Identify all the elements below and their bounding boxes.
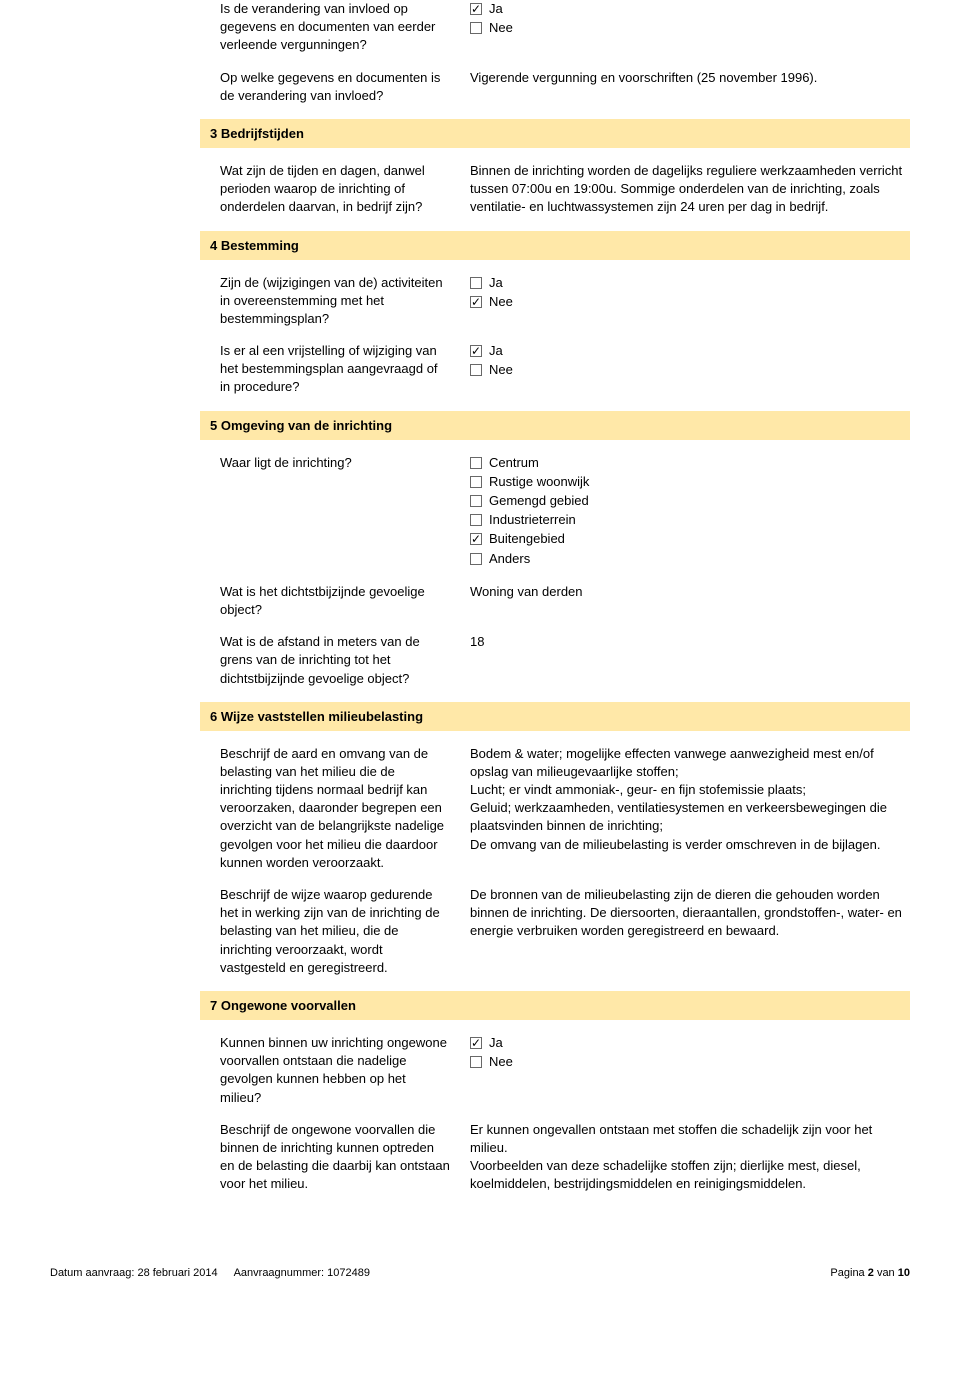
page-current: 2: [868, 1267, 874, 1279]
option-label: Rustige woonwijk: [489, 473, 589, 491]
q-invloed-vergunningen: Is de verandering van invloed op gegeven…: [220, 0, 910, 55]
checkbox-icon: [470, 345, 482, 357]
option-buitengebied: Buitengebied: [470, 530, 910, 548]
option-label: Gemengd gebied: [489, 492, 589, 510]
option-label: Anders: [489, 550, 530, 568]
checkbox-icon: [470, 1037, 482, 1049]
question-text: Zijn de (wijzigingen van de) activiteite…: [220, 274, 470, 329]
option-ja: Ja: [470, 0, 910, 18]
option-centrum: Centrum: [470, 454, 910, 472]
option-label: Nee: [489, 1053, 513, 1071]
question-text: Wat is de afstand in meters van de grens…: [220, 633, 470, 688]
option-ja: Ja: [470, 1034, 910, 1052]
question-text: Waar ligt de inrichting?: [220, 454, 470, 472]
option-nee: Nee: [470, 293, 910, 311]
option-nee: Nee: [470, 19, 910, 37]
q-dichtstbijzijnde-object: Wat is het dichtstbijzijnde gevoelige ob…: [220, 583, 910, 619]
question-text: Beschrijf de wijze waarop gedurende het …: [220, 886, 470, 977]
section-3-header: 3 Bedrijfstijden: [200, 119, 910, 148]
checkbox-icon: [470, 277, 482, 289]
option-rustige-woonwijk: Rustige woonwijk: [470, 473, 910, 491]
section-6-header: 6 Wijze vaststellen milieubelasting: [200, 702, 910, 731]
option-ja: Ja: [470, 342, 910, 360]
footer-num-label: Aanvraagnummer:: [234, 1267, 325, 1279]
q-vrijstelling-procedure: Is er al een vrijstelling of wijziging v…: [220, 342, 910, 397]
footer-num-value: 1072489: [327, 1267, 370, 1279]
question-text: Kunnen binnen uw inrichting ongewone voo…: [220, 1034, 470, 1107]
answer-text: Bodem & water; mogelijke effecten vanweg…: [470, 745, 910, 854]
footer-date-label: Datum aanvraag:: [50, 1267, 134, 1279]
option-nee: Nee: [470, 361, 910, 379]
checkbox-icon: [470, 296, 482, 308]
q-wijze-vaststellen: Beschrijf de wijze waarop gedurende het …: [220, 886, 910, 977]
section-5-header: 5 Omgeving van de inrichting: [200, 411, 910, 440]
question-text: Op welke gegevens en documenten is de ve…: [220, 69, 470, 105]
footer-date: Datum aanvraag: 28 februari 2014: [50, 1267, 218, 1279]
option-gemengd-gebied: Gemengd gebied: [470, 492, 910, 510]
page-total: 10: [898, 1267, 910, 1279]
question-text: Is de verandering van invloed op gegeven…: [220, 0, 470, 55]
checkbox-icon: [470, 22, 482, 34]
option-label: Buitengebied: [489, 530, 565, 548]
checkbox-icon: [470, 553, 482, 565]
option-label: Nee: [489, 293, 513, 311]
answer-text: Binnen de inrichting worden de dagelijks…: [470, 162, 910, 217]
q-aard-omvang-belasting: Beschrijf de aard en omvang van de belas…: [220, 745, 910, 872]
answer-options: Ja Nee: [470, 274, 910, 312]
footer-date-value: 28 februari 2014: [137, 1267, 217, 1279]
option-anders: Anders: [470, 550, 910, 568]
question-text: Wat is het dichtstbijzijnde gevoelige ob…: [220, 583, 470, 619]
option-nee: Nee: [470, 1053, 910, 1071]
question-text: Beschrijf de aard en omvang van de belas…: [220, 745, 470, 872]
answer-options: Ja Nee: [470, 342, 910, 380]
q-beschrijf-ongewone-voorvallen: Beschrijf de ongewone voorvallen die bin…: [220, 1121, 910, 1194]
checkbox-icon: [470, 533, 482, 545]
option-ja: Ja: [470, 274, 910, 292]
checkbox-icon: [470, 364, 482, 376]
answer-text: Er kunnen ongevallen ontstaan met stoffe…: [470, 1121, 910, 1194]
q-afstand-meters: Wat is de afstand in meters van de grens…: [220, 633, 910, 688]
footer-pagination: Pagina 2 van 10: [830, 1267, 910, 1279]
answer-text: De bronnen van de milieubelasting zijn d…: [470, 886, 910, 941]
option-label: Industrieterrein: [489, 511, 576, 529]
checkbox-icon: [470, 457, 482, 469]
checkbox-icon: [470, 495, 482, 507]
option-label: Ja: [489, 0, 503, 18]
option-industrieterrein: Industrieterrein: [470, 511, 910, 529]
q-welke-gegevens: Op welke gegevens en documenten is de ve…: [220, 69, 910, 105]
section-4-header: 4 Bestemming: [200, 231, 910, 260]
page-footer: Datum aanvraag: 28 februari 2014 Aanvraa…: [0, 1247, 960, 1299]
checkbox-icon: [470, 476, 482, 488]
answer-options: Ja Nee: [470, 0, 910, 38]
checkbox-icon: [470, 3, 482, 15]
answer-options: Ja Nee: [470, 1034, 910, 1072]
question-text: Is er al een vrijstelling of wijziging v…: [220, 342, 470, 397]
q-bedrijfstijden: Wat zijn de tijden en dagen, danwel peri…: [220, 162, 910, 217]
form-page: Is de verandering van invloed op gegeven…: [0, 0, 960, 1247]
section-7-header: 7 Ongewone voorvallen: [200, 991, 910, 1020]
answer-text: Vigerende vergunning en voorschriften (2…: [470, 69, 910, 87]
option-label: Ja: [489, 274, 503, 292]
page-label: Pagina: [830, 1267, 864, 1279]
question-text: Beschrijf de ongewone voorvallen die bin…: [220, 1121, 470, 1194]
page-of: van: [877, 1267, 895, 1279]
q-bestemmingsplan-overeenstemming: Zijn de (wijzigingen van de) activiteite…: [220, 274, 910, 329]
option-label: Nee: [489, 361, 513, 379]
q-waar-ligt-inrichting: Waar ligt de inrichting? Centrum Rustige…: [220, 454, 910, 569]
q-ongewone-voorvallen: Kunnen binnen uw inrichting ongewone voo…: [220, 1034, 910, 1107]
answer-options: Centrum Rustige woonwijk Gemengd gebied …: [470, 454, 910, 569]
footer-aanvraagnummer: Aanvraagnummer: 1072489: [234, 1267, 370, 1279]
checkbox-icon: [470, 514, 482, 526]
checkbox-icon: [470, 1056, 482, 1068]
option-label: Nee: [489, 19, 513, 37]
option-label: Ja: [489, 1034, 503, 1052]
answer-text: Woning van derden: [470, 583, 910, 601]
option-label: Ja: [489, 342, 503, 360]
question-text: Wat zijn de tijden en dagen, danwel peri…: [220, 162, 470, 217]
answer-text: 18: [470, 633, 910, 651]
option-label: Centrum: [489, 454, 539, 472]
